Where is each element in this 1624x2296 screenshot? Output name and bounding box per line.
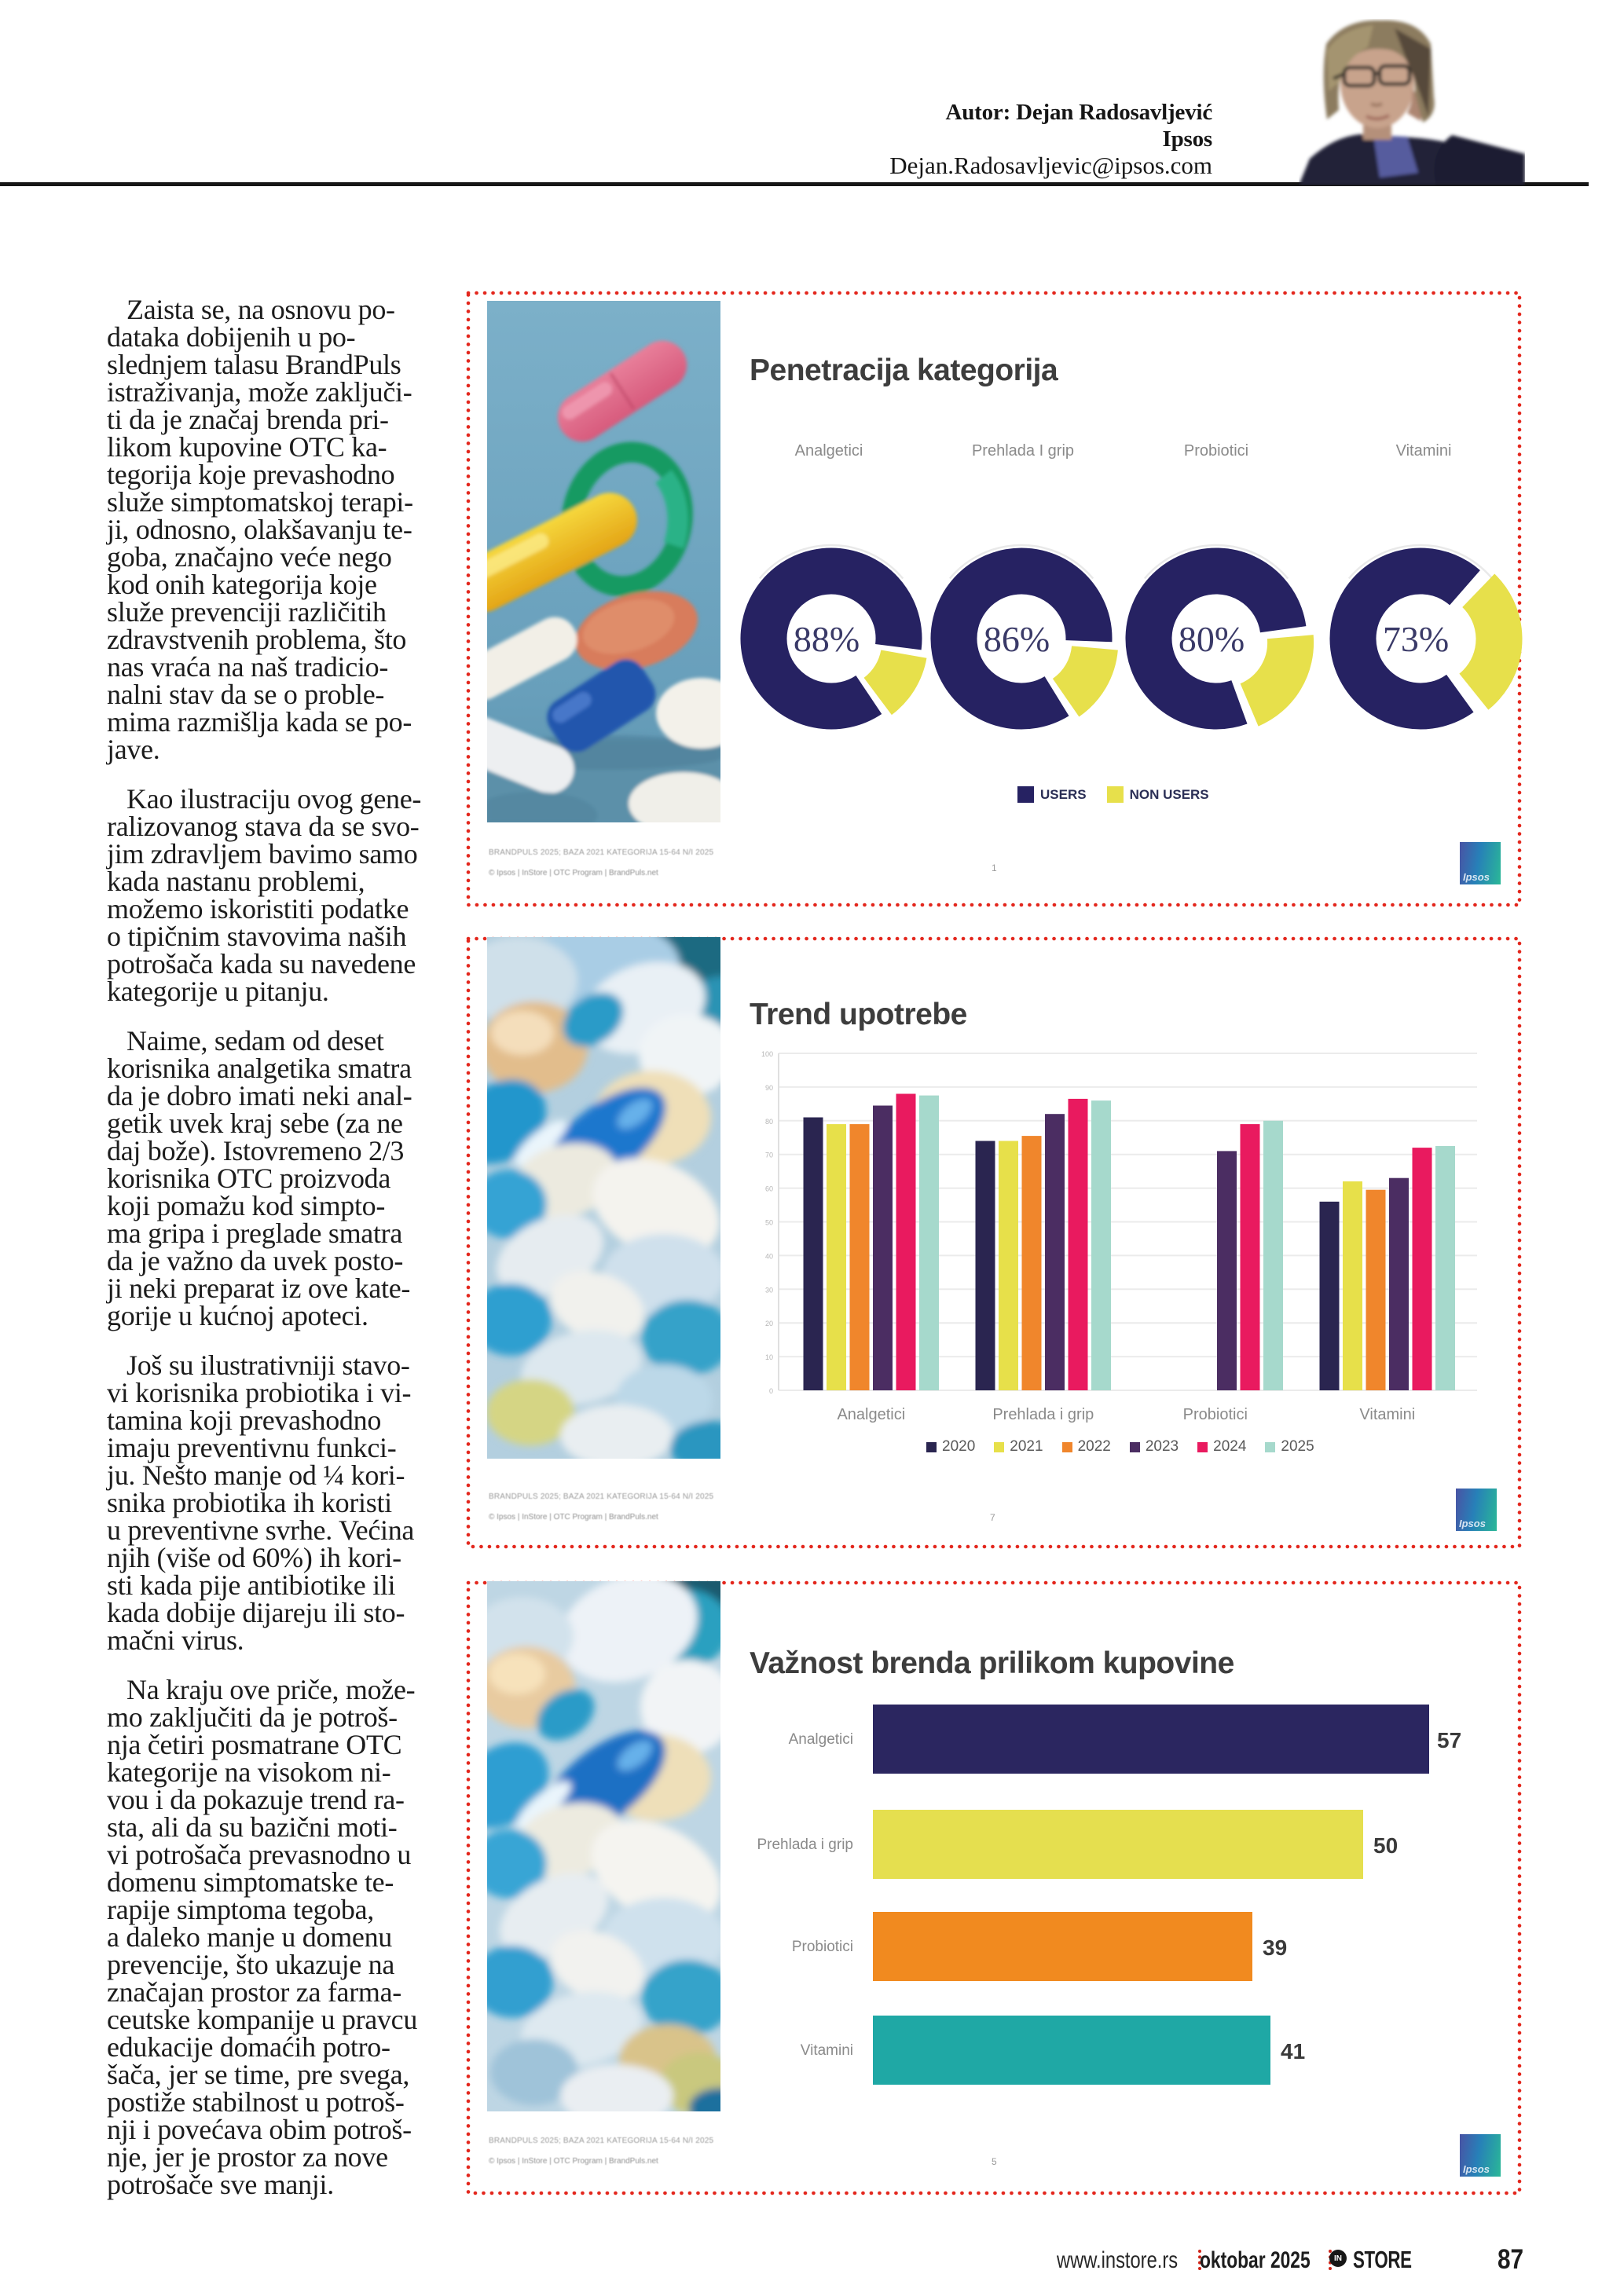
svg-text:40: 40 — [765, 1252, 773, 1260]
svg-text:60: 60 — [765, 1185, 773, 1193]
svg-text:Prehlada i grip: Prehlada i grip — [992, 1406, 1094, 1423]
svg-text:86%: 86% — [984, 619, 1050, 659]
svg-text:100: 100 — [761, 1050, 773, 1058]
svg-text:90: 90 — [765, 1084, 773, 1092]
svg-text:Vitamini: Vitamini — [1359, 1406, 1415, 1423]
svg-text:80: 80 — [765, 1118, 773, 1126]
svg-text:30: 30 — [765, 1286, 773, 1294]
svg-text:Probiotici: Probiotici — [1183, 1406, 1248, 1423]
svg-text:73%: 73% — [1383, 619, 1449, 659]
svg-text:88%: 88% — [794, 619, 860, 659]
svg-text:50: 50 — [765, 1219, 773, 1227]
svg-text:10: 10 — [765, 1353, 773, 1361]
svg-text:80%: 80% — [1179, 619, 1245, 659]
svg-text:70: 70 — [765, 1152, 773, 1159]
svg-text:20: 20 — [765, 1320, 773, 1327]
svg-text:0: 0 — [769, 1387, 773, 1395]
svg-text:Analgetici: Analgetici — [837, 1406, 905, 1423]
